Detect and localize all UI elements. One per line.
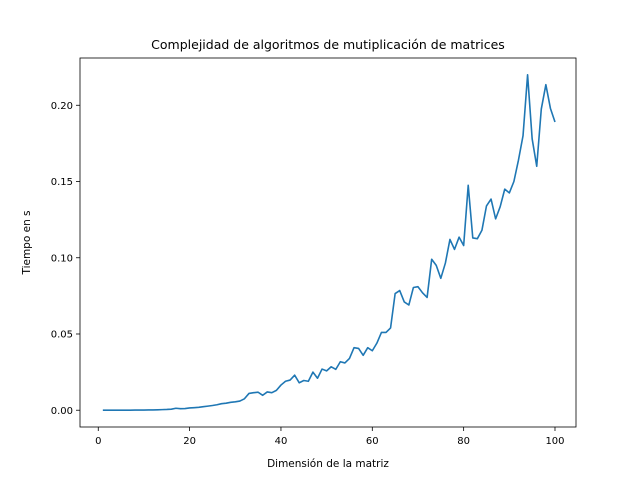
- x-tick-label: 80: [457, 436, 470, 447]
- x-axis: 0 20 40 60 80 100: [95, 427, 565, 447]
- y-tick-label: 0.10: [51, 253, 73, 264]
- y-tick-label: 0.20: [51, 101, 73, 112]
- y-axis-label: Tiempo en s: [21, 210, 33, 275]
- series-line: [102, 73, 556, 412]
- plot-area: [102, 73, 556, 412]
- x-tick-label: 20: [183, 436, 196, 447]
- x-tick-label: 0: [95, 436, 101, 447]
- y-tick-label: 0.00: [51, 406, 73, 417]
- x-axis-label: Dimensión de la matriz: [267, 458, 389, 470]
- x-tick-label: 40: [275, 436, 288, 447]
- x-tick-label: 60: [366, 436, 379, 447]
- x-tick-label: 100: [545, 436, 564, 447]
- axes-frame: [79, 57, 577, 428]
- chart-title: Complejidad de algoritmos de mutiplicaci…: [151, 37, 505, 52]
- y-axis: 0.00 0.05 0.10 0.15 0.20: [51, 101, 80, 417]
- y-tick-label: 0.15: [51, 177, 73, 188]
- y-tick-label: 0.05: [51, 330, 73, 341]
